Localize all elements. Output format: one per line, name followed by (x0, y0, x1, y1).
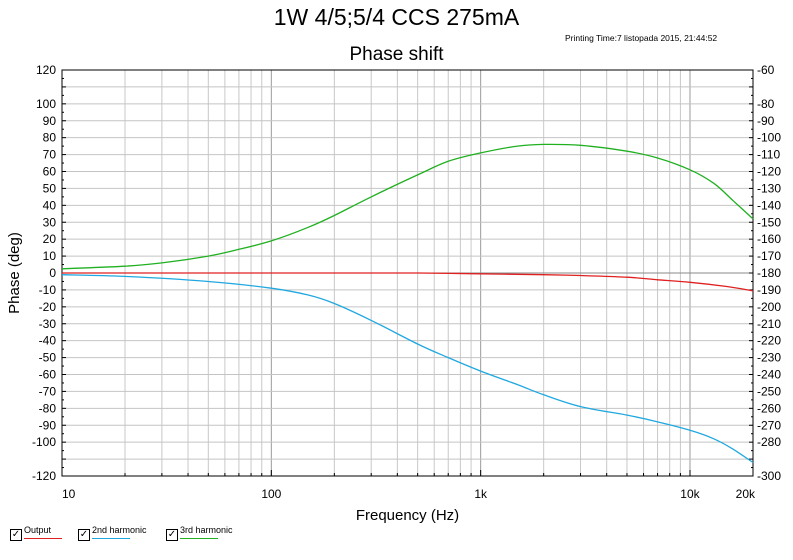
x-tick-label: 1k (474, 487, 488, 501)
y2-tick-label: -80 (757, 97, 775, 111)
y-tick-label: 70 (43, 148, 57, 162)
y2-tick-label: -220 (757, 334, 781, 348)
y-tick-label: 10 (43, 249, 57, 263)
y2-tick-label: -270 (757, 418, 781, 432)
y-tick-label: -20 (39, 300, 57, 314)
y2-tick-label: -250 (757, 384, 781, 398)
tick-labels: 1201009080706050403020100-10-20-30-40-50… (32, 63, 781, 501)
y2-tick-label: -300 (757, 469, 781, 483)
y-tick-label: 90 (43, 114, 57, 128)
series-line-output (62, 272, 754, 292)
output-swatch (24, 538, 62, 539)
x-tick-label: 10k (680, 487, 700, 501)
y2-tick-label: -190 (757, 283, 781, 297)
3rd-harmonic-swatch (180, 538, 218, 539)
y2-tick-label: -120 (757, 165, 781, 179)
y-tick-label: 0 (49, 266, 56, 280)
x-tick-label: 100 (261, 487, 281, 501)
y2-tick-label: -180 (757, 266, 781, 280)
y-tick-label: -30 (39, 317, 57, 331)
y2-tick-label: -100 (757, 131, 781, 145)
y2-tick-label: -110 (757, 148, 780, 162)
printing-time: Printing Time:7 listopada 2015, 21:44:52 (565, 33, 718, 43)
y-tick-label: -80 (39, 401, 57, 415)
3rd-harmonic-checkbox[interactable]: ✓ (166, 529, 178, 541)
y-tick-label: -70 (39, 384, 57, 398)
y-tick-label: -100 (32, 435, 56, 449)
y2-tick-label: -90 (757, 114, 775, 128)
y-axis-label: Phase (deg) (6, 232, 23, 314)
y2-tick-label: -170 (757, 249, 781, 263)
3rd-harmonic-label: 3rd harmonic (180, 525, 233, 535)
chart-title: 1W 4/5;5/4 CCS 275mA (273, 4, 520, 30)
y2-tick-label: -240 (757, 368, 781, 382)
y-tick-label: 20 (43, 232, 57, 246)
y2-tick-label: -280 (757, 435, 781, 449)
y-tick-label: -40 (39, 334, 57, 348)
y2-tick-label: -200 (757, 300, 781, 314)
y-tick-label: -50 (39, 351, 57, 365)
2nd-harmonic-checkbox[interactable]: ✓ (78, 529, 90, 541)
y-tick-label: -90 (39, 418, 57, 432)
y-tick-label: -60 (39, 368, 57, 382)
series-line-2nd-harmonic (61, 274, 754, 464)
y-tick-label: 80 (43, 131, 57, 145)
y2-tick-label: -130 (757, 181, 781, 195)
y2-tick-label: -60 (757, 63, 775, 77)
y2-tick-label: -230 (757, 351, 781, 365)
series-lines (61, 143, 754, 464)
x-tick-label: 20k (736, 487, 756, 501)
y2-tick-label: -260 (757, 401, 781, 415)
y-tick-label: 30 (43, 215, 57, 229)
axis-ticks (61, 77, 754, 476)
y-tick-label: 100 (36, 97, 56, 111)
y-tick-label: 120 (36, 63, 56, 77)
y2-tick-label: -210 (757, 317, 781, 331)
y2-tick-label: -140 (757, 198, 781, 212)
y-tick-label: 40 (43, 198, 57, 212)
y2-tick-label: -160 (757, 232, 781, 246)
y2-tick-label: -150 (757, 215, 781, 229)
series-line-3rd-harmonic (61, 143, 754, 270)
x-tick-label: 10 (62, 487, 76, 501)
output-label: Output (24, 525, 52, 535)
y-tick-label: -10 (39, 283, 57, 297)
2nd-harmonic-label: 2nd harmonic (92, 525, 147, 535)
y-tick-label: -120 (32, 469, 56, 483)
chart-subtitle: Phase shift (349, 44, 444, 65)
y-tick-label: 60 (43, 165, 57, 179)
x-axis-label: Frequency (Hz) (356, 507, 459, 524)
output-checkbox[interactable]: ✓ (10, 529, 22, 541)
y-tick-label: 50 (43, 181, 57, 195)
2nd-harmonic-swatch (92, 538, 130, 539)
